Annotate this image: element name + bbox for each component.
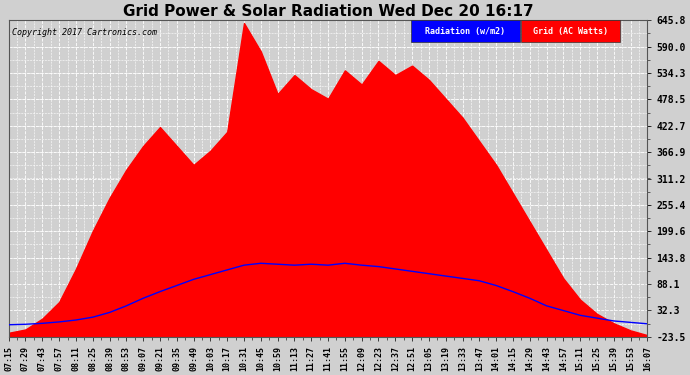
Text: Grid (AC Watts): Grid (AC Watts) [533,27,608,36]
Text: Radiation (w/m2): Radiation (w/m2) [425,27,505,36]
Text: Copyright 2017 Cartronics.com: Copyright 2017 Cartronics.com [12,28,157,37]
FancyBboxPatch shape [411,20,520,42]
Title: Grid Power & Solar Radiation Wed Dec 20 16:17: Grid Power & Solar Radiation Wed Dec 20 … [123,4,533,19]
FancyBboxPatch shape [521,20,620,42]
